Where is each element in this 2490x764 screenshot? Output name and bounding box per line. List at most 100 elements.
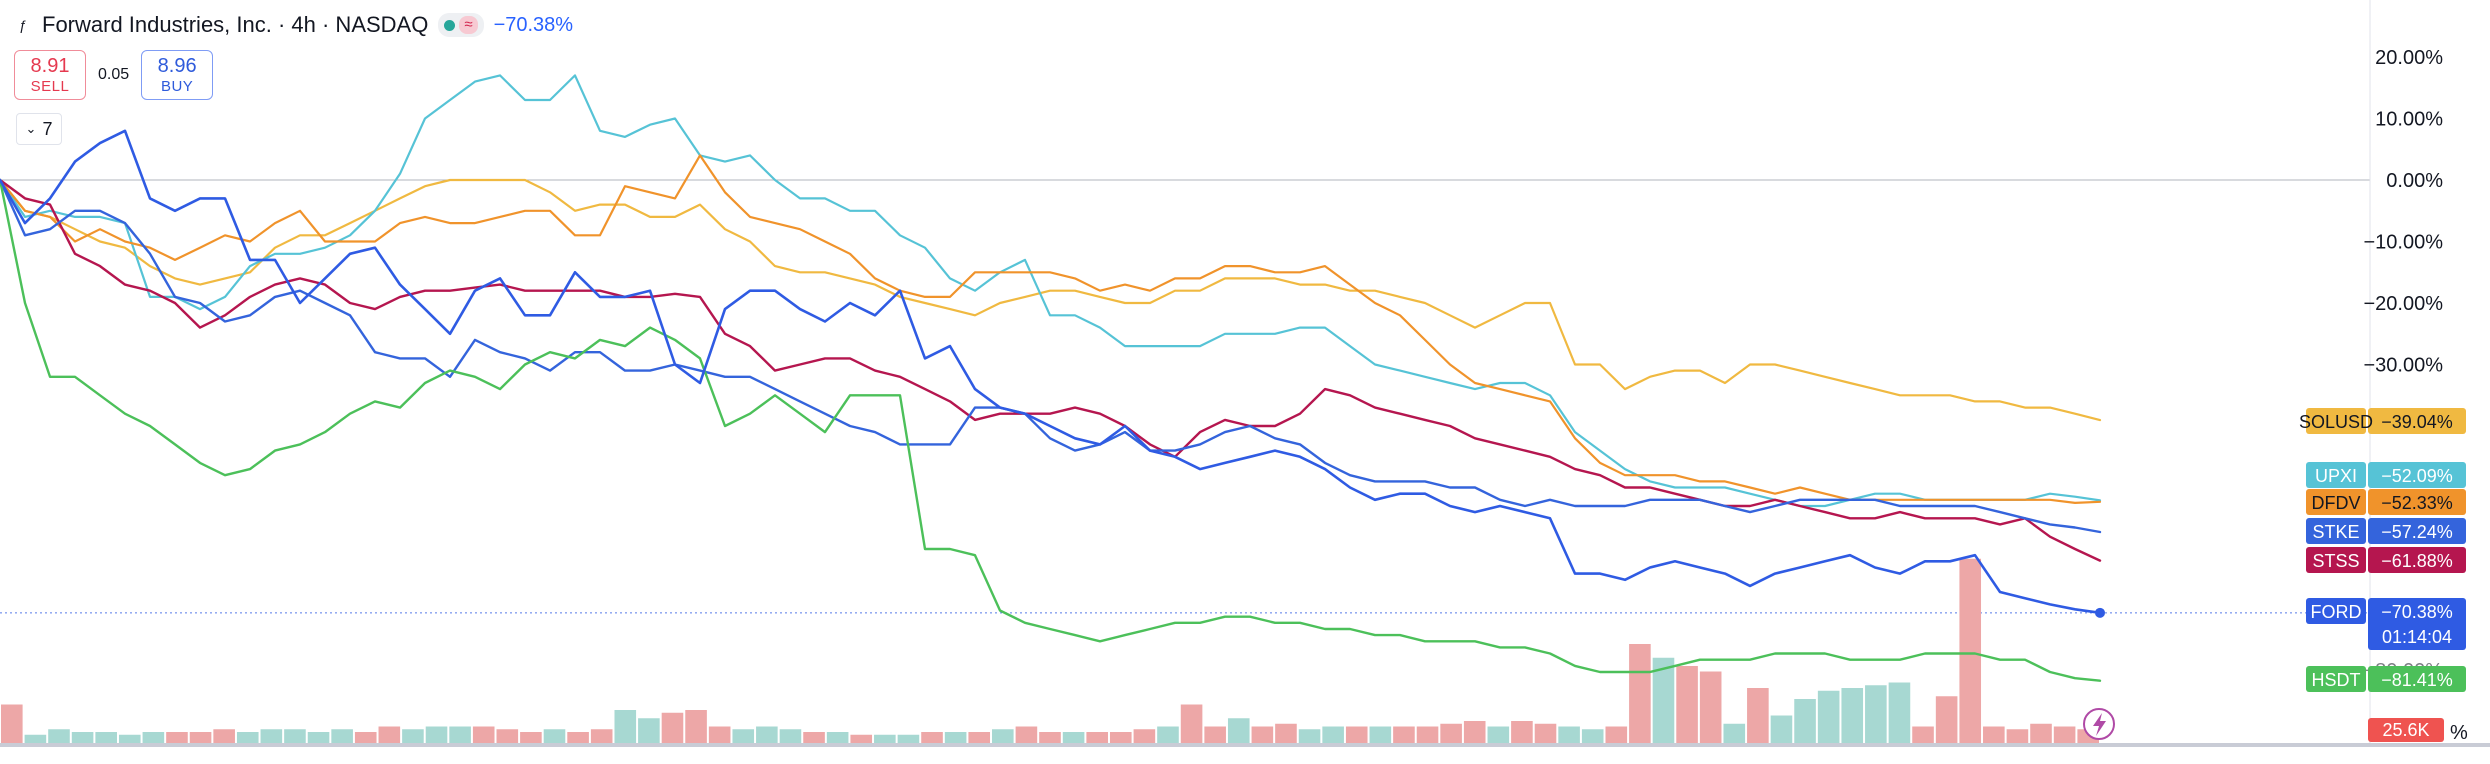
volume-bar xyxy=(567,732,589,743)
series-value-tag xyxy=(2368,666,2466,692)
volume-bar xyxy=(1817,690,1840,743)
volume-bar xyxy=(1157,726,1179,743)
series-value-text: −81.41% xyxy=(2381,670,2453,690)
volume-bar xyxy=(897,734,920,743)
volume-bar xyxy=(708,726,731,743)
series-value-text: −70.38% xyxy=(2381,602,2453,622)
symbol-title[interactable]: Forward Industries, Inc. · 4h · NASDAQ xyxy=(42,12,429,37)
series-lines xyxy=(0,74,2105,682)
volume-bar xyxy=(402,729,424,743)
last-label-solusd: SOLUSD −39.04% xyxy=(2299,408,2466,434)
volume-bar xyxy=(1393,726,1415,743)
series-name-tag xyxy=(2306,666,2366,692)
volume-bar xyxy=(1133,729,1156,743)
sell-price: 8.91 xyxy=(30,55,70,77)
volume-bar xyxy=(1204,726,1226,743)
series-line-stss xyxy=(0,178,2102,562)
volume-bar xyxy=(850,734,873,743)
series-value-tag xyxy=(2368,489,2466,515)
volume-bar xyxy=(1463,721,1486,743)
symbol-logo-icon: ƒ xyxy=(19,17,27,33)
buy-button[interactable]: 8.96 BUY xyxy=(141,50,214,100)
header-change-percent: −70.38% xyxy=(493,13,574,36)
indicators-count: 7 xyxy=(42,118,53,139)
volume-bar xyxy=(992,729,1014,743)
indicators-toggle-button[interactable]: ⌄ 7 xyxy=(16,113,62,145)
volume-bar xyxy=(685,710,707,743)
series-name-tag xyxy=(2306,489,2366,515)
volume-bar xyxy=(71,732,94,743)
series-line-upxi xyxy=(0,74,2102,508)
volume-bar xyxy=(1,704,23,743)
y-tick-label: −20.00% xyxy=(2363,293,2443,315)
volume-bar xyxy=(1322,726,1344,743)
volume-bar xyxy=(1652,657,1675,743)
volume-bar xyxy=(307,732,330,743)
volume-bar xyxy=(543,729,566,743)
series-value-text: −57.24% xyxy=(2381,522,2453,542)
series-name-text: DFDV xyxy=(2312,493,2361,513)
volume-bar xyxy=(166,732,188,743)
chart-header: ƒ Forward Industries, Inc. · 4h · NASDAQ… xyxy=(14,12,573,38)
series-value-tag xyxy=(2368,462,2466,488)
volume-bar xyxy=(1227,718,1250,743)
last-label-stke: STKE −57.24% xyxy=(2306,518,2466,544)
series-name-tag xyxy=(2306,462,2366,488)
volume-bar xyxy=(189,732,212,743)
volume-bar xyxy=(1558,726,1580,743)
series-value-text: −39.04% xyxy=(2381,412,2453,432)
volume-bar xyxy=(1345,726,1368,743)
y-tick-label: −30.00% xyxy=(2363,355,2443,377)
y-tick-label: 10.00% xyxy=(2375,109,2443,131)
volume-bar xyxy=(1912,726,1934,743)
bar-countdown: 01:14:04 xyxy=(2382,627,2452,647)
series-line-solusd xyxy=(0,178,2102,422)
sell-label: SELL xyxy=(30,78,70,95)
volume-bar xyxy=(1959,558,1982,743)
volume-bar xyxy=(95,732,117,743)
volume-bar xyxy=(1935,696,1958,743)
volume-bar xyxy=(1511,721,1533,743)
buy-price: 8.96 xyxy=(157,55,197,77)
series-line-hsdt xyxy=(0,178,2102,682)
series-name-tag xyxy=(2306,518,2366,544)
lightning-icon[interactable] xyxy=(2083,708,2115,740)
volume-bar xyxy=(590,729,613,743)
sell-button[interactable]: 8.91 SELL xyxy=(14,50,86,100)
volume-bar xyxy=(284,729,306,743)
series-value-tag xyxy=(2368,547,2466,573)
volume-bar xyxy=(1794,699,1816,743)
volume-bar xyxy=(1841,688,1864,743)
volume-bar xyxy=(1180,704,1203,743)
series-value-text: −52.09% xyxy=(2381,466,2453,486)
market-status[interactable]: ≈ xyxy=(438,13,484,37)
axis-unit-fragment: % xyxy=(2450,722,2468,744)
volume-bar xyxy=(520,732,542,743)
volume-bar xyxy=(803,732,825,743)
volume-bar xyxy=(944,732,967,743)
volume-bar xyxy=(732,729,755,743)
last-label-ford: FORD −70.38% 01:14:04 xyxy=(2306,598,2466,650)
volume-bar xyxy=(1039,732,1061,743)
volume-bar xyxy=(1062,732,1085,743)
volume-bar xyxy=(425,726,448,743)
volume-bar xyxy=(779,729,802,743)
volume-bar xyxy=(2006,729,2029,743)
volume-bar xyxy=(331,729,353,743)
trade-panel: 8.91 SELL 0.05 8.96 BUY xyxy=(14,50,214,100)
volume-bar xyxy=(2030,723,2052,743)
spread-value: 0.05 xyxy=(98,66,130,83)
volume-bar xyxy=(1086,732,1108,743)
volume-bar xyxy=(1369,726,1392,743)
y-tick-label: −10.00% xyxy=(2363,232,2443,254)
last-label-dfdv: DFDV −52.33% xyxy=(2306,489,2466,515)
volume-bar xyxy=(2053,726,2076,743)
volume-bar xyxy=(614,710,637,743)
volume-bar xyxy=(1629,644,1651,743)
series-name-tag xyxy=(2306,408,2366,434)
buy-label: BUY xyxy=(160,78,194,95)
series-value-text: −61.88% xyxy=(2381,551,2453,571)
last-label-upxi: UPXI −52.09% xyxy=(2306,462,2466,488)
series-name-tag xyxy=(2306,547,2366,573)
